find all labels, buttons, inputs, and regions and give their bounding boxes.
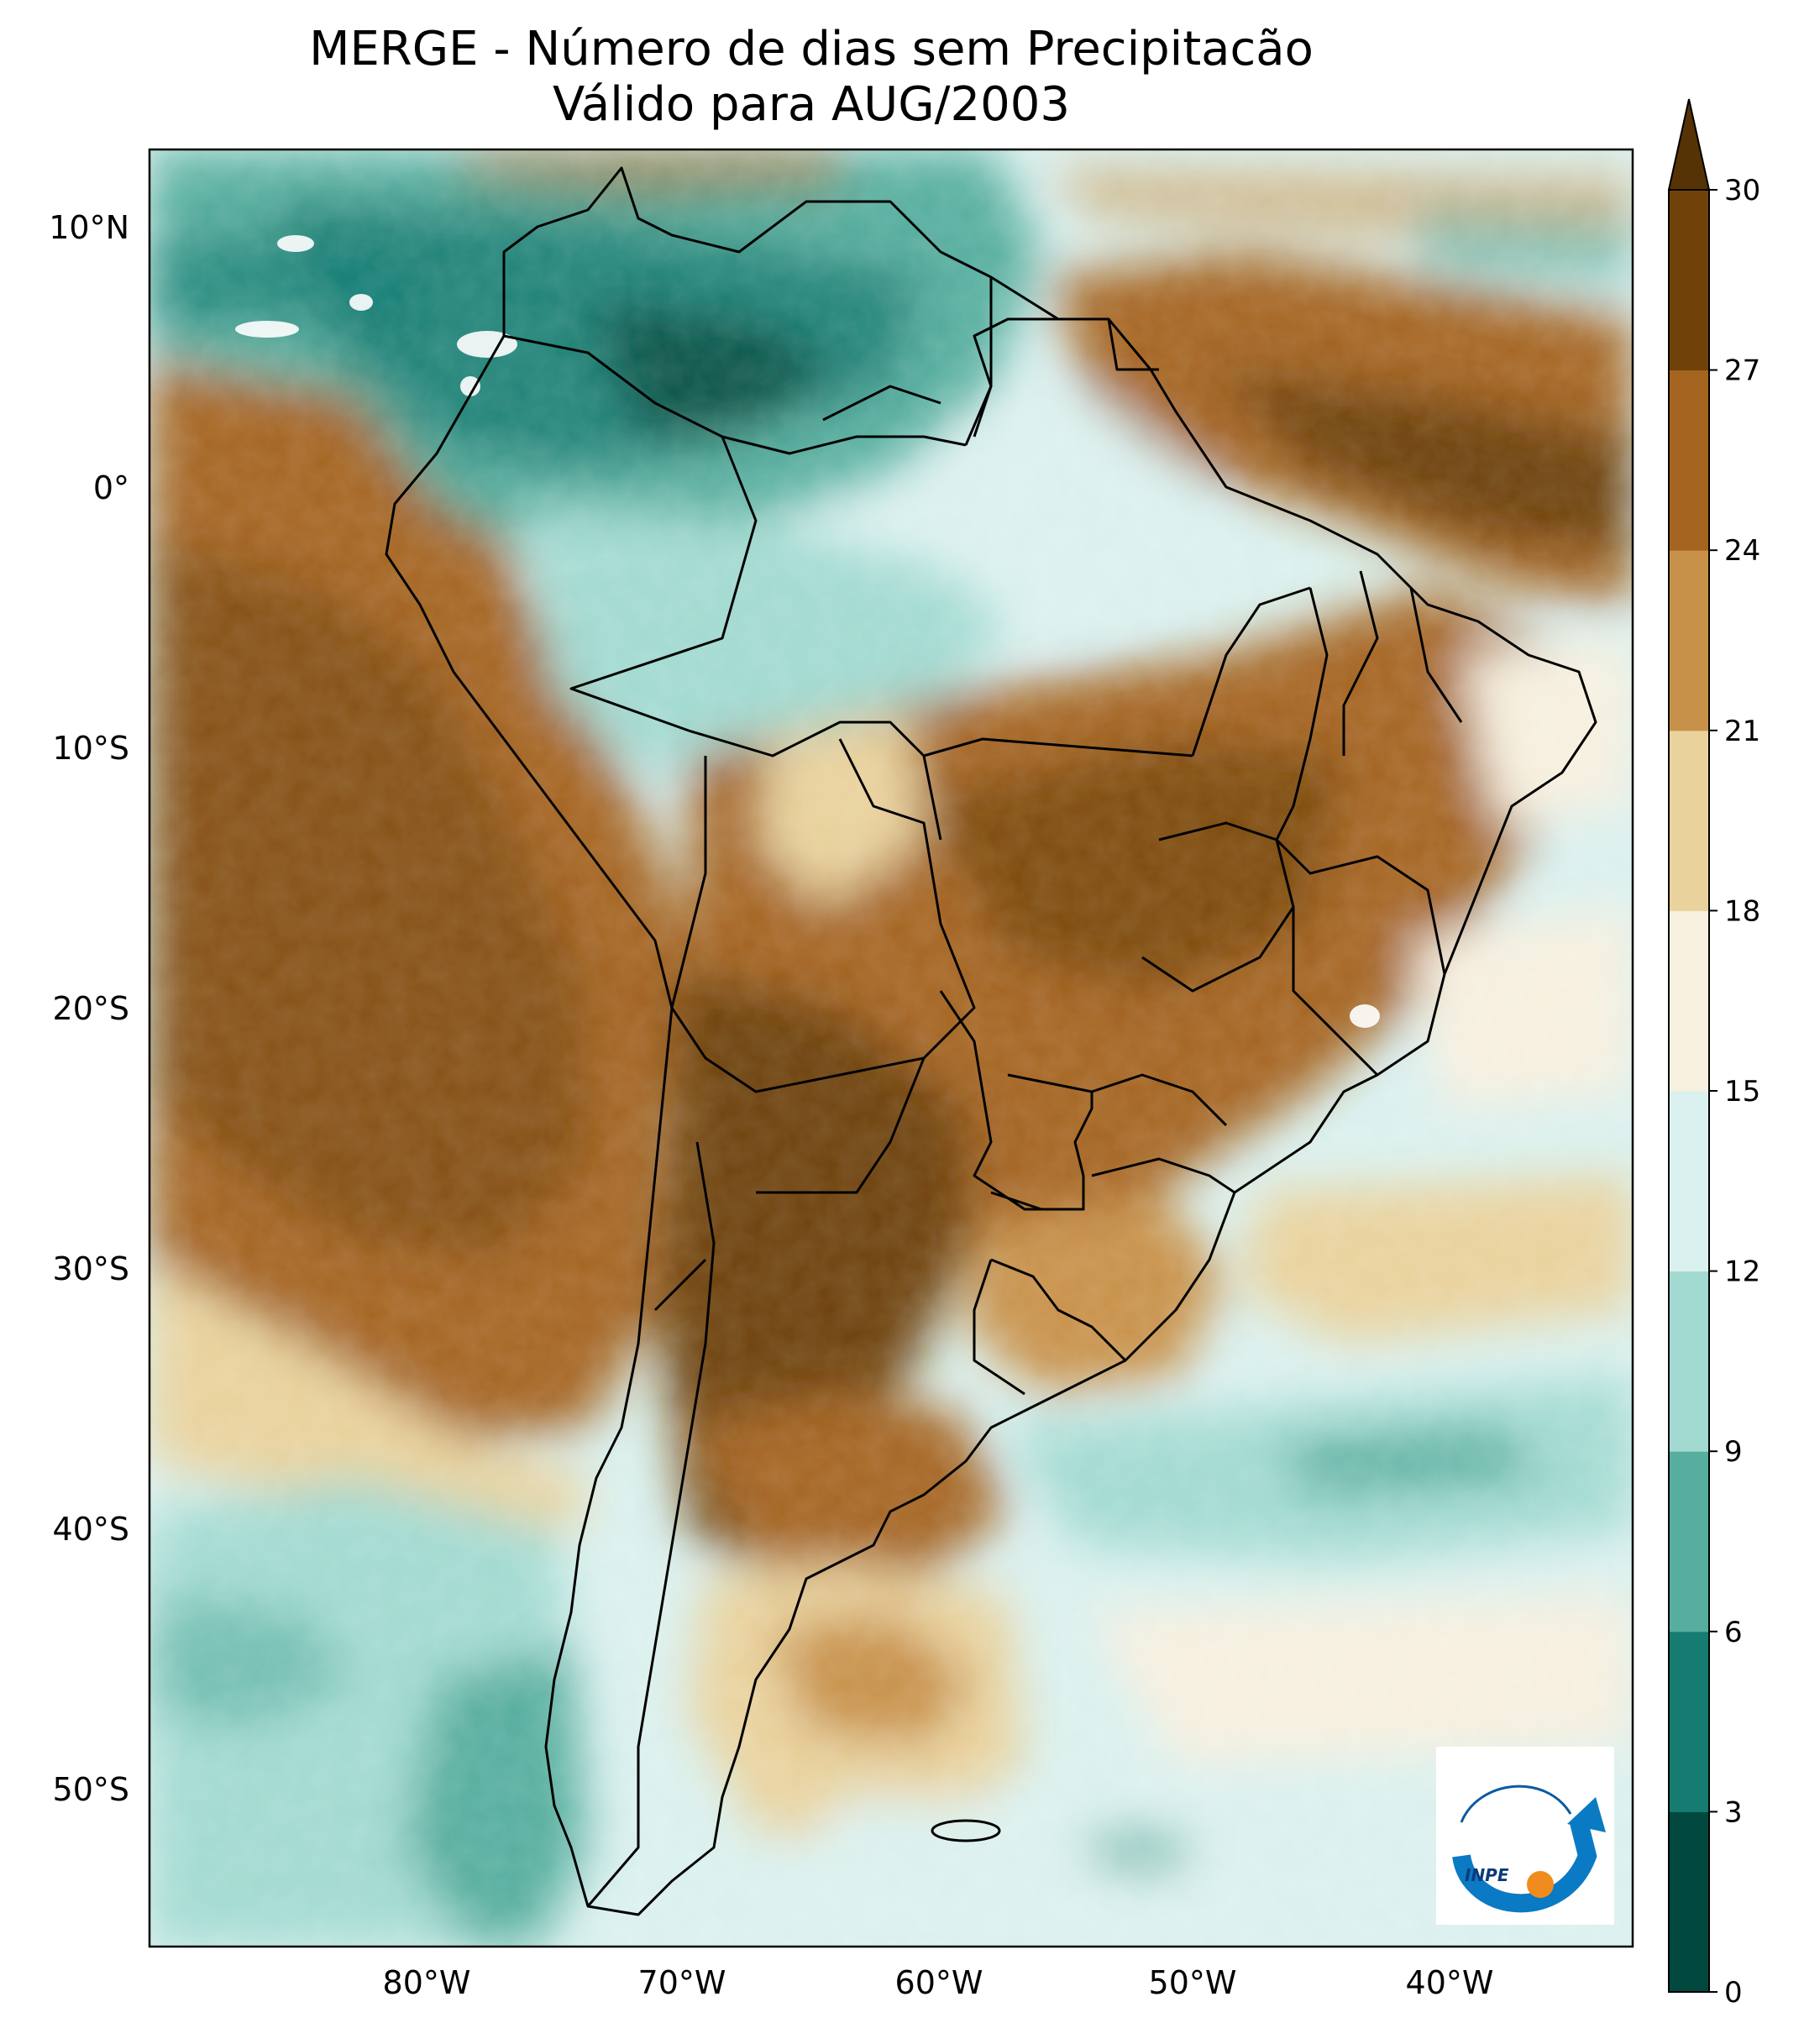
latitude-labels: 10°N 0° 10°S 20°S 30°S 40°S 50°S: [49, 209, 129, 1808]
colorbar-tick-label: 9: [1724, 1435, 1743, 1469]
colorbar-segment: [1669, 1091, 1709, 1272]
map-title-line2: Válido para AUG/2003: [552, 77, 1071, 132]
map-title-line1: MERGE - Número de dias sem Precipitacão: [309, 22, 1314, 76]
lat-label: 40°S: [53, 1511, 129, 1548]
lat-label: 10°S: [53, 730, 129, 767]
colorbar-tick-label: 21: [1724, 715, 1760, 748]
longitude-labels: 80°W 70°W 60°W 50°W 40°W: [383, 1964, 1494, 2001]
colorbar-segment: [1669, 550, 1709, 731]
colorbar-extend-arrow: [1669, 99, 1709, 190]
inpe-logo: INPE: [1436, 1747, 1614, 1925]
colorbar-tick-label: 6: [1724, 1616, 1743, 1649]
colorbar-tick-label: 18: [1724, 894, 1760, 928]
lon-label: 40°W: [1406, 1964, 1494, 2001]
map-frame: [148, 148, 1634, 1948]
colorbar-tick-label: 30: [1724, 174, 1760, 207]
colorbar-tick-label: 24: [1724, 534, 1760, 568]
colorbar-tick-label: 0: [1724, 1976, 1743, 2010]
colorbar-segment: [1669, 1271, 1709, 1452]
precipitation-field: [149, 149, 1633, 1947]
colorbar-tick-label: 15: [1724, 1075, 1760, 1108]
colorbar-segment: [1669, 369, 1709, 551]
lon-label: 80°W: [383, 1964, 471, 2001]
colorbar-tick-label: 3: [1724, 1795, 1743, 1829]
lon-label: 50°W: [1149, 1964, 1237, 2001]
colorbar-tick-label: 12: [1724, 1255, 1760, 1289]
colorbar-segment: [1669, 1451, 1709, 1633]
logo-text: INPE: [1465, 1865, 1509, 1885]
country-borders: [385, 166, 1597, 1916]
lat-label: 0°: [93, 469, 129, 506]
lat-label: 50°S: [53, 1771, 129, 1808]
colorbar-tick-label: 27: [1724, 354, 1760, 388]
lon-label: 70°W: [638, 1964, 726, 2001]
colorbar: 0 3 6 9 12 15 18 21 24 27 30: [1668, 98, 1760, 2010]
lat-label: 30°S: [53, 1250, 129, 1287]
lon-label: 60°W: [895, 1964, 983, 2001]
colorbar-segment: [1669, 910, 1709, 1092]
lat-label: 10°N: [49, 209, 129, 246]
colorbar-segment: [1669, 190, 1709, 371]
lat-label: 20°S: [53, 990, 129, 1027]
colorbar-segment: [1669, 730, 1709, 911]
colorbar-segment: [1669, 1811, 1709, 1993]
colorbar-segment: [1669, 1631, 1709, 1812]
